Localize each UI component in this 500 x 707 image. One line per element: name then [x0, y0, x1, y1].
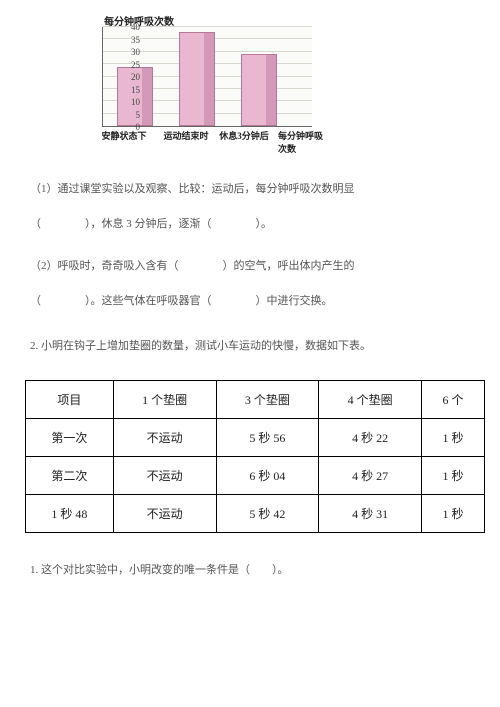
table-row: 1 秒 48 不运动 5 秒 42 4 秒 31 1 秒: [26, 494, 485, 532]
x-axis-extra: 每分钟呼吸次数: [278, 129, 330, 155]
q1-line4: （ ）。这些气体在呼吸器官（ ）中进行交换。: [30, 287, 470, 316]
col-1: 1 个垫圈: [113, 380, 216, 418]
breathing-chart: 每分钟呼吸次数 0 5 10 15 20 25 30 35 40 安静状态下 运…: [80, 15, 330, 145]
xlabel-2: 休息3分钟后: [214, 129, 274, 142]
table-row: 第二次 不运动 6 秒 04 4 秒 27 1 秒: [26, 456, 485, 494]
q1-line3: （2）呼吸时，奇奇吸入含有（ ）的空气，呼出体内产生的: [30, 252, 470, 281]
ytick: 40: [131, 22, 140, 32]
table-header-row: 项目 1 个垫圈 3 个垫圈 4 个垫圈 6 个: [26, 380, 485, 418]
table-row: 第一次 不运动 5 秒 56 4 秒 22 1 秒: [26, 418, 485, 456]
q1-line2: （ ），休息 3 分钟后，逐渐（ ）。: [30, 210, 470, 239]
ytick: 30: [131, 47, 140, 57]
xlabel-0: 安静状态下: [94, 129, 154, 142]
bar-1: [179, 32, 215, 126]
col-2: 3 个垫圈: [216, 380, 319, 418]
ytick: 15: [131, 85, 140, 95]
q1-line1: （1）通过课堂实验以及观察、比较：运动后，每分钟呼吸次数明显: [30, 175, 470, 204]
col-4: 6 个: [421, 380, 484, 418]
ytick: 10: [131, 97, 140, 107]
question-1: （1）通过课堂实验以及观察、比较：运动后，每分钟呼吸次数明显 （ ），休息 3 …: [30, 175, 470, 315]
data-table: 项目 1 个垫圈 3 个垫圈 4 个垫圈 6 个 第一次 不运动 5 秒 56 …: [25, 380, 485, 533]
ytick: 35: [131, 35, 140, 45]
col-0: 项目: [26, 380, 114, 418]
question-2-intro: 2. 小明在钩子上增加垫圈的数量，测试小车运动的快慢，数据如下表。: [30, 333, 470, 359]
question-2-sub1: 1. 这个对比实验中，小明改变的唯一条件是（ ）。: [30, 561, 470, 577]
xlabel-1: 运动结束时: [156, 129, 216, 142]
ytick: 25: [131, 60, 140, 70]
col-3: 4 个垫圈: [319, 380, 422, 418]
ytick: 5: [136, 110, 141, 120]
ytick: 20: [131, 72, 140, 82]
bar-2: [241, 54, 277, 126]
